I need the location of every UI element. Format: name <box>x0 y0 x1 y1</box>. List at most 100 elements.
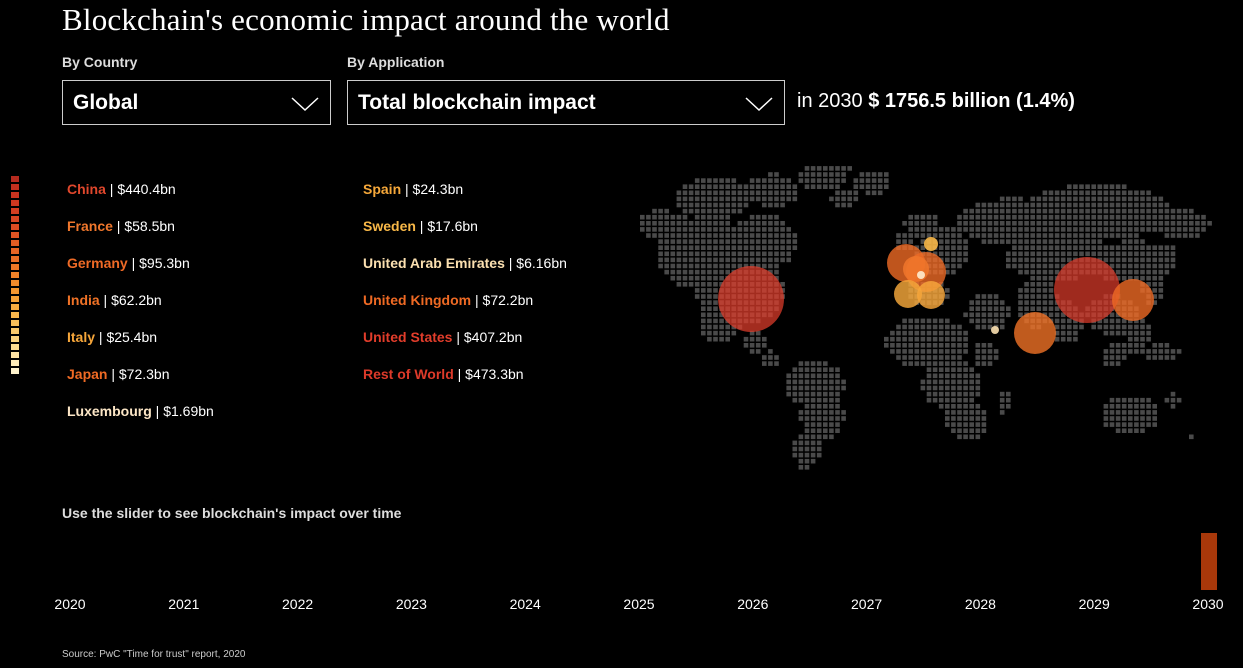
map-dot <box>707 288 712 293</box>
map-dot <box>957 373 962 379</box>
map-dot <box>829 172 834 177</box>
application-filter-label: By Application <box>347 54 445 70</box>
map-dot <box>920 330 926 336</box>
map-dot <box>688 184 694 189</box>
map-dot <box>664 227 669 232</box>
map-dot <box>810 440 816 446</box>
bubble-sweden[interactable] <box>924 237 938 251</box>
country-entry[interactable]: Luxembourg | $1.69bn <box>67 403 214 419</box>
map-dot <box>1146 336 1151 342</box>
country-entry[interactable]: France | $58.5bn <box>67 218 175 234</box>
year-label-2026[interactable]: 2026 <box>737 596 769 612</box>
country-entry[interactable]: Sweden | $17.6bn <box>363 218 478 234</box>
map-dot <box>841 379 846 385</box>
country-entry[interactable]: United States | $407.2bn <box>363 329 522 345</box>
map-dot <box>835 373 840 379</box>
map-dot <box>1128 324 1133 330</box>
country-entry[interactable]: United Arab Emirates | $6.16bn <box>363 255 567 271</box>
map-dot <box>1006 257 1011 263</box>
map-dot <box>676 190 682 196</box>
map-dot <box>1036 257 1042 263</box>
bubble-uae[interactable] <box>991 326 999 334</box>
country-entry[interactable]: United Kingdom | $72.2bn <box>363 292 533 308</box>
country-entry[interactable]: Germany | $95.3bn <box>67 255 190 271</box>
bubble-united-states[interactable] <box>718 266 784 332</box>
year-label-2025[interactable]: 2025 <box>623 596 655 612</box>
map-dot <box>938 343 944 348</box>
map-dot <box>975 355 981 360</box>
country-entry[interactable]: Italy | $25.4bn <box>67 329 157 345</box>
map-dot <box>1128 221 1133 226</box>
year-label-2021[interactable]: 2021 <box>168 596 200 612</box>
year-label-2022[interactable]: 2022 <box>282 596 314 612</box>
map-dot <box>816 367 822 372</box>
map-dot <box>823 434 828 440</box>
map-dot <box>1115 269 1121 275</box>
map-dot <box>969 373 974 379</box>
map-dot <box>1018 221 1023 226</box>
map-dot <box>926 330 932 336</box>
map-dot <box>762 239 767 244</box>
country-entry[interactable]: India | $62.2bn <box>67 292 162 308</box>
map-dot <box>841 166 846 171</box>
map-dot <box>1048 300 1054 305</box>
bubble-japan[interactable] <box>1112 279 1154 321</box>
map-dot <box>981 221 987 226</box>
country-entry[interactable]: Japan | $72.3bn <box>67 366 170 382</box>
year-label-2027[interactable]: 2027 <box>851 596 883 612</box>
map-dot <box>694 294 700 299</box>
country-entry[interactable]: Spain | $24.3bn <box>363 181 463 197</box>
map-dot <box>676 233 682 238</box>
bubble-spain[interactable] <box>894 280 922 308</box>
map-dot <box>1085 227 1090 232</box>
map-dot <box>1006 227 1011 232</box>
map-dot <box>969 416 974 421</box>
map-dot <box>1018 214 1023 220</box>
map-dot <box>1042 190 1048 196</box>
map-dot <box>1079 208 1084 214</box>
application-dropdown[interactable]: Total blockchain impact <box>347 80 785 125</box>
map-dot <box>676 202 682 208</box>
map-dot <box>938 245 944 250</box>
map-dot <box>701 282 706 287</box>
map-dot <box>658 239 663 244</box>
map-dot <box>1060 245 1066 250</box>
bubble-france[interactable] <box>903 256 929 282</box>
map-dot <box>816 428 822 433</box>
map-dot <box>1067 336 1072 342</box>
map-dot <box>951 269 956 275</box>
map-dot <box>999 324 1005 330</box>
year-label-2024[interactable]: 2024 <box>509 596 541 612</box>
map-dot <box>969 379 974 385</box>
country-entry[interactable]: China | $440.4bn <box>67 181 176 197</box>
bubble-luxembourg[interactable] <box>917 271 925 279</box>
map-dot <box>713 227 718 232</box>
year-label-2023[interactable]: 2023 <box>395 596 427 612</box>
year-label-2030[interactable]: 2030 <box>1192 596 1224 612</box>
map-dot <box>1115 245 1121 250</box>
bubble-india[interactable] <box>1014 312 1056 354</box>
country-dropdown[interactable]: Global <box>62 80 331 125</box>
map-dot <box>957 355 962 360</box>
year-label-2029[interactable]: 2029 <box>1078 596 1110 612</box>
year-label-2020[interactable]: 2020 <box>54 596 86 612</box>
map-dot <box>1067 202 1072 208</box>
map-dot <box>1146 410 1151 415</box>
map-dot <box>737 221 743 226</box>
bubble-italy[interactable] <box>917 281 945 309</box>
map-dot <box>914 330 920 336</box>
map-dot <box>1024 257 1029 263</box>
map-dot <box>743 239 749 244</box>
map-dot <box>1109 196 1115 202</box>
map-dot <box>1176 221 1182 226</box>
map-dot <box>829 422 834 427</box>
map-dot <box>957 214 962 220</box>
bubble-rest-of-world[interactable] <box>1054 257 1120 323</box>
country-entry[interactable]: Rest of World | $473.3bn <box>363 366 524 382</box>
map-dot <box>755 349 761 354</box>
map-dot <box>1128 330 1133 336</box>
year-label-2028[interactable]: 2028 <box>964 596 996 612</box>
map-dot <box>1140 208 1145 214</box>
map-dot <box>798 385 804 391</box>
slider-thumb[interactable] <box>1201 533 1217 590</box>
